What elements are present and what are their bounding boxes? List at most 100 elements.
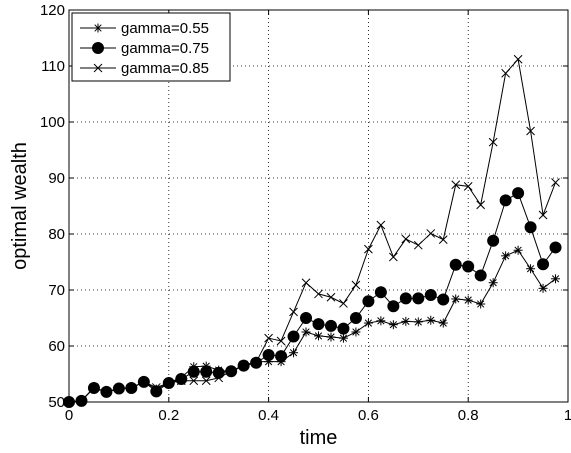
data-point-star [93,23,103,33]
data-point-circle [387,300,400,313]
x-tick-label: 0.2 [158,407,179,424]
ticks: 0 0.2 0.4 0.6 0.8 1 50 60 70 80 90 100 110 120 [40,2,571,424]
data-point-star [314,331,323,341]
data-point-star [276,357,286,367]
data-point-star [89,383,99,393]
legend: gamma=0.55 gamma=0.75 gamma=0.85 [71,12,231,82]
x-tick-label: 0 [65,407,73,424]
data-point-star [114,384,124,394]
legend-entry-gamma-055: gamma=0.55 [80,20,209,37]
data-point-circle [337,322,350,335]
series-layer [63,54,562,408]
y-tick-label: 50 [48,394,65,411]
legend-label: gamma=0.75 [121,40,209,57]
data-point-circle [512,187,525,200]
data-point-star [251,357,261,367]
data-point-x [301,278,311,288]
data-point-x [201,376,211,386]
data-point-star [76,395,86,405]
data-point-circle [424,289,437,302]
data-point-x [538,210,548,220]
legend-label: gamma=0.85 [121,60,209,77]
data-point-star [451,294,461,304]
data-point-x [501,68,510,78]
data-point-x [463,182,473,191]
data-point-circle [374,286,387,299]
data-point-star [501,251,511,261]
data-point-circle [287,330,300,343]
data-point-star [388,320,398,330]
data-point-x [93,63,103,73]
x-tick-label: 0.4 [258,407,279,424]
data-point-star [226,367,236,377]
y-tick-label: 100 [40,114,65,131]
series-line [68,192,556,403]
data-point-x [189,376,199,386]
y-tick-label: 60 [48,338,65,355]
data-point-star [363,318,373,328]
data-point-x [276,336,286,346]
data-point-circle [412,292,425,305]
data-point-x [526,126,535,136]
data-point-x [401,234,411,244]
data-point-x [438,235,448,244]
data-point-x [426,229,436,238]
data-point-star [488,278,498,288]
data-point-star [513,245,523,255]
data-point-star [538,283,548,293]
x-tick-label: 0.8 [458,407,479,424]
data-point-circle [449,258,462,271]
data-point-circle [324,319,337,332]
data-point-x [314,289,323,299]
data-point-x [264,333,273,343]
data-point-star [126,383,136,393]
legend-entry-gamma-085: gamma=0.85 [80,60,209,77]
series-line [68,249,556,403]
data-point-x [413,240,423,250]
data-point-star [376,316,386,326]
data-point-x [451,180,461,190]
plot-frame [68,9,569,403]
data-point-star [351,327,361,337]
data-point-circle [312,318,325,331]
data-point-x [388,252,398,262]
legend-label: gamma=0.55 [121,20,209,37]
data-point-star [176,372,186,382]
data-point-star [413,317,423,327]
data-point-circle [474,269,487,282]
data-point-star [101,387,111,397]
data-point-circle [92,42,104,54]
data-point-star [201,361,211,371]
data-point-star [526,264,536,274]
data-point-x [376,220,386,230]
data-point-circle [362,295,375,308]
data-point-circle [399,292,412,305]
data-point-x [289,307,298,317]
data-point-circle [437,293,450,306]
data-point-circle [499,194,512,207]
series-line [68,58,556,403]
data-point-star [239,361,249,371]
x-axis-title: time [300,427,338,449]
data-point-star [476,299,486,309]
data-point-circle [349,312,362,324]
y-tick-label: 70 [48,282,65,299]
data-point-circle [462,260,475,273]
y-axis-title: optimal wealth [9,142,31,270]
data-point-circle [487,234,500,247]
series-star [64,245,561,407]
data-point-star [438,318,448,328]
data-point-x [488,137,498,147]
data-point-star [326,332,336,342]
x-tick-label: 1 [564,407,571,424]
data-point-star [551,274,561,284]
data-point-x [326,292,336,302]
legend-entry-gamma-075: gamma=0.75 [80,40,209,57]
data-point-star [214,365,224,375]
data-point-star [189,362,199,372]
data-point-circle [549,241,562,254]
data-point-star [164,378,174,388]
data-point-circle [300,312,313,324]
y-tick-label: 90 [48,170,65,187]
